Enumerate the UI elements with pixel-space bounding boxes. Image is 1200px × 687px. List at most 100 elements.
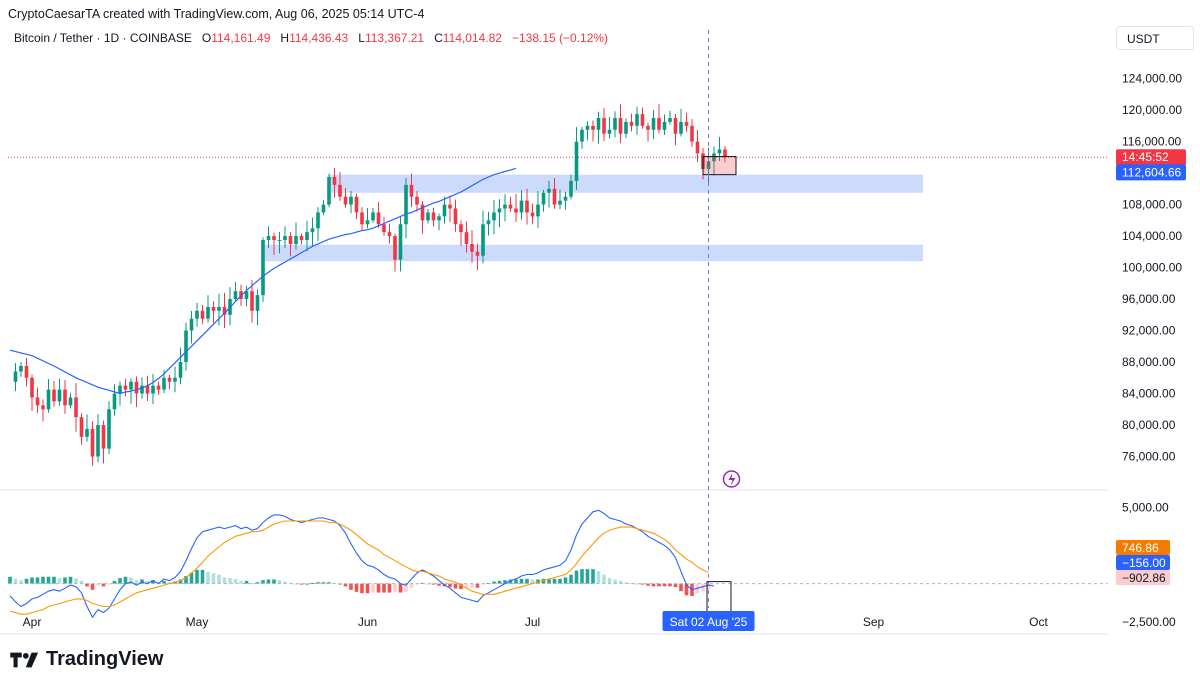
candle-body bbox=[717, 149, 722, 154]
time-tick-label: Oct bbox=[1029, 615, 1048, 629]
candle-body bbox=[437, 216, 441, 221]
high-label: H bbox=[280, 31, 290, 45]
candle-body bbox=[261, 240, 265, 296]
candle-body bbox=[244, 291, 249, 300]
macd-histogram-bar bbox=[101, 583, 106, 587]
time-tick-label: Sep bbox=[863, 615, 885, 629]
candle-body bbox=[118, 385, 122, 394]
macd-histogram-bar bbox=[530, 579, 535, 584]
candle-body bbox=[409, 184, 414, 197]
macd-histogram-bar bbox=[57, 578, 62, 584]
macd-histogram-bar bbox=[602, 574, 606, 584]
candle-body bbox=[591, 125, 595, 130]
macd-histogram-bar bbox=[503, 580, 507, 584]
price-tick-label: 108,000.00 bbox=[1122, 198, 1182, 212]
macd-histogram-bar bbox=[360, 583, 364, 594]
candle-body bbox=[415, 196, 419, 205]
macd-histogram-bar bbox=[167, 582, 172, 584]
chart-attribution: CryptoCaesarTA created with TradingView.… bbox=[8, 7, 425, 21]
candle-body bbox=[541, 192, 546, 205]
macd-histogram-bar bbox=[679, 583, 683, 592]
macd-tick-label: −2,500.00 bbox=[1122, 615, 1176, 629]
time-tick-label: Jul bbox=[525, 615, 540, 629]
macd-histogram-bar bbox=[321, 582, 326, 584]
candle-body bbox=[129, 381, 133, 390]
macd-histogram-bar bbox=[591, 569, 595, 584]
macd-histogram-bar bbox=[409, 583, 414, 588]
candle-body bbox=[712, 153, 716, 162]
candle-body bbox=[519, 200, 524, 213]
candle-body bbox=[195, 310, 199, 319]
candle-body bbox=[46, 389, 51, 410]
macd-badge-label: −902.86 bbox=[1122, 571, 1166, 585]
macd-histogram-bar bbox=[46, 576, 51, 584]
support-zone bbox=[263, 244, 923, 262]
candle-body bbox=[640, 114, 645, 126]
candle-body bbox=[371, 212, 375, 221]
macd-histogram-bar bbox=[96, 583, 100, 586]
macd-histogram-bar bbox=[365, 583, 370, 594]
macd-histogram-bar bbox=[371, 583, 375, 593]
candle-body bbox=[343, 196, 348, 205]
candle-body bbox=[481, 224, 485, 256]
macd-histogram-bar bbox=[8, 576, 12, 584]
macd-histogram-bar bbox=[90, 583, 95, 590]
time-tick-label: Jun bbox=[358, 615, 377, 629]
candle-body bbox=[211, 306, 216, 311]
macd-histogram-bar bbox=[35, 577, 40, 584]
symbol-name[interactable]: Bitcoin / Tether · 1D · COINBASE bbox=[14, 31, 192, 45]
macd-histogram-bar bbox=[211, 573, 216, 584]
candle-body bbox=[288, 236, 293, 244]
candle-body bbox=[316, 212, 320, 229]
price-badge-label: 112,604.66 bbox=[1122, 165, 1181, 179]
macd-histogram-bar bbox=[657, 583, 661, 587]
signal-line bbox=[9, 520, 709, 615]
open-label: O bbox=[201, 31, 212, 45]
macd-histogram-bar bbox=[63, 577, 67, 584]
macd-histogram-bar bbox=[668, 583, 672, 587]
candle-body bbox=[497, 208, 502, 213]
highlight-box bbox=[702, 156, 737, 176]
event-marker-icon bbox=[722, 470, 741, 488]
currency-button[interactable]: USDT bbox=[1116, 26, 1194, 50]
candle-body bbox=[233, 291, 238, 300]
macd-histogram-bar bbox=[123, 576, 128, 584]
moving-average-line bbox=[9, 167, 517, 395]
candle-body bbox=[321, 204, 326, 213]
candle-body bbox=[112, 393, 117, 410]
macd-badge bbox=[1116, 570, 1170, 585]
macd-histogram-bar bbox=[310, 582, 315, 584]
macd-histogram-bar bbox=[525, 578, 529, 584]
candle-body bbox=[360, 212, 364, 225]
low-label: L bbox=[358, 31, 365, 45]
candle-body bbox=[156, 385, 161, 390]
macd-histogram-bar bbox=[684, 583, 689, 596]
macd-histogram-bar bbox=[327, 582, 331, 584]
macd-histogram-bar bbox=[30, 577, 34, 584]
price-tick-label: 124,000.00 bbox=[1122, 72, 1182, 86]
candle-body bbox=[387, 232, 392, 237]
candle-body bbox=[332, 177, 337, 185]
macd-histogram-bar bbox=[574, 570, 579, 584]
close-value: 114,014.82 bbox=[442, 31, 502, 45]
candle-body bbox=[442, 204, 447, 217]
candle-body bbox=[41, 405, 45, 410]
candle-body bbox=[420, 204, 425, 221]
candle-body bbox=[123, 385, 128, 390]
candle-body bbox=[536, 204, 540, 217]
candle-body bbox=[585, 125, 590, 130]
brand-footer: TradingView bbox=[10, 648, 163, 671]
candle-body bbox=[651, 117, 656, 130]
candle-body bbox=[178, 362, 183, 378]
macd-histogram-bar bbox=[343, 583, 348, 587]
macd-histogram-bar bbox=[255, 582, 260, 584]
macd-histogram-bar bbox=[112, 580, 117, 584]
macd-histogram-bar bbox=[618, 580, 623, 584]
macd-histogram-bar bbox=[393, 583, 397, 592]
open-value: 114,161.49 bbox=[211, 31, 271, 45]
macd-histogram-bar bbox=[272, 579, 276, 584]
low-value: 113,367.21 bbox=[364, 31, 425, 45]
candle-body bbox=[217, 306, 221, 311]
macd-histogram-bar bbox=[277, 580, 282, 584]
